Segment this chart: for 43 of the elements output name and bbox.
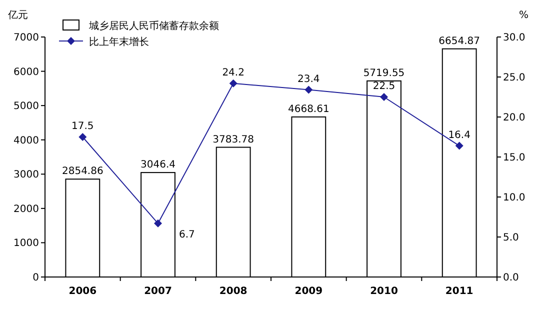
point: [455, 142, 464, 150]
x-tick-label: 2006: [68, 286, 97, 297]
x-tick-label: 2009: [294, 286, 323, 297]
y-tick-label: 6000: [14, 66, 39, 78]
y-tick-label: 2000: [14, 204, 39, 215]
y-tick-label: 4000: [14, 135, 39, 146]
y2-tick-label: 0.0: [503, 272, 519, 284]
data-label: 22.5: [372, 81, 396, 92]
y-axis-title: 亿元: [7, 10, 28, 21]
y2-tick-label: 15.0: [503, 152, 526, 164]
y2-tick-label: 20.0: [503, 112, 526, 124]
data-label: 3046.4: [140, 160, 176, 171]
y2-tick-label: 10.0: [503, 192, 526, 204]
data-label: 6654.87: [438, 36, 480, 47]
y-tick-label: 0: [32, 272, 39, 284]
y-tick-label: 5000: [14, 101, 39, 112]
data-label: 5719.55: [363, 68, 405, 79]
data-label: 6.7: [179, 229, 195, 240]
y-tick-label: 1000: [14, 238, 39, 250]
x-tick-label: 2008: [219, 286, 248, 297]
y-tick-label: 7000: [14, 32, 39, 44]
data-label: 4668.61: [288, 104, 330, 115]
point: [304, 86, 313, 94]
data-label: 16.4: [448, 130, 470, 141]
data-label: 17.5: [72, 121, 94, 132]
data-label: 2854.86: [62, 166, 104, 178]
point: [380, 93, 388, 101]
y-tick-label: 3000: [14, 170, 39, 181]
point: [229, 79, 238, 88]
x-tick-label: 2011: [445, 286, 474, 297]
y2-tick-label: 30.0: [503, 32, 526, 44]
legend-label: 城乡居民人民币储蓄存款余额: [88, 20, 219, 32]
data-label: 24.2: [222, 67, 244, 78]
data-label: 23.4: [298, 74, 320, 85]
data-label: 3783.78: [212, 134, 254, 146]
x-tick-label: 2010: [370, 286, 398, 297]
legend-label: 比上年末增长: [89, 36, 149, 48]
point: [154, 219, 162, 228]
x-tick-label: 2007: [144, 286, 172, 297]
y2-tick-label: 25.0: [503, 72, 526, 84]
y2-axis-title: %: [519, 10, 529, 21]
y2-tick-label: 5.0: [503, 232, 519, 244]
point: [78, 133, 87, 141]
